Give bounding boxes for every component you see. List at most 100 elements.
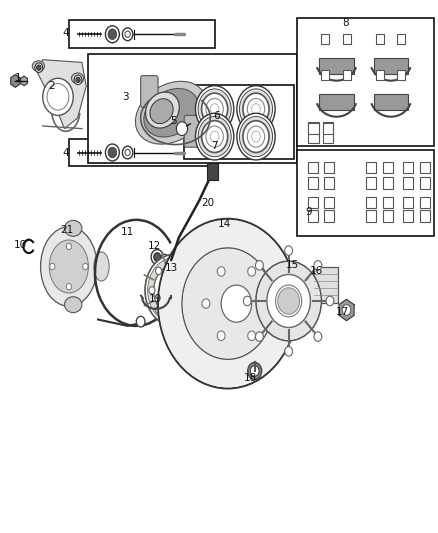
Circle shape <box>218 112 229 124</box>
Circle shape <box>148 257 201 323</box>
Circle shape <box>43 78 73 115</box>
Bar <box>383 161 393 173</box>
Circle shape <box>342 305 351 316</box>
Bar <box>366 211 376 222</box>
Circle shape <box>66 284 71 290</box>
Circle shape <box>154 253 161 261</box>
Circle shape <box>155 267 162 274</box>
Circle shape <box>122 146 133 159</box>
Circle shape <box>314 261 322 270</box>
Circle shape <box>244 296 251 306</box>
Circle shape <box>247 99 265 119</box>
Circle shape <box>106 144 119 161</box>
Bar <box>308 161 318 173</box>
Circle shape <box>198 116 231 157</box>
Bar <box>207 163 218 180</box>
Circle shape <box>159 220 297 387</box>
Circle shape <box>201 120 228 152</box>
Circle shape <box>256 261 321 341</box>
Circle shape <box>257 262 321 340</box>
Circle shape <box>206 99 223 119</box>
Circle shape <box>108 29 117 39</box>
Circle shape <box>195 114 234 160</box>
Polygon shape <box>11 75 20 87</box>
Ellipse shape <box>64 220 82 236</box>
Ellipse shape <box>135 82 207 144</box>
Circle shape <box>217 331 225 341</box>
Bar <box>321 34 329 44</box>
Bar <box>420 211 430 222</box>
Circle shape <box>240 116 272 157</box>
Text: 14: 14 <box>218 219 231 229</box>
Bar <box>308 123 319 134</box>
Circle shape <box>106 26 119 43</box>
Circle shape <box>278 288 300 314</box>
Bar <box>366 177 376 189</box>
Bar <box>323 123 333 134</box>
Text: 17: 17 <box>336 306 349 317</box>
Bar <box>308 122 319 133</box>
Circle shape <box>243 93 269 125</box>
Circle shape <box>83 263 88 270</box>
Ellipse shape <box>32 61 45 71</box>
Circle shape <box>248 331 255 341</box>
Bar <box>397 70 405 80</box>
Ellipse shape <box>94 252 109 281</box>
Ellipse shape <box>71 73 84 84</box>
Circle shape <box>194 287 200 294</box>
Text: 7: 7 <box>212 141 218 151</box>
Circle shape <box>237 86 275 132</box>
Bar <box>88 54 297 163</box>
Circle shape <box>47 84 69 110</box>
Bar <box>324 161 334 173</box>
Bar <box>366 161 376 173</box>
Circle shape <box>201 93 228 125</box>
Bar <box>69 139 215 166</box>
FancyBboxPatch shape <box>184 115 201 147</box>
Bar <box>323 122 333 133</box>
Text: 5: 5 <box>170 116 177 126</box>
Bar <box>69 20 215 48</box>
Bar <box>319 58 354 74</box>
Bar <box>397 34 405 44</box>
Circle shape <box>252 131 260 142</box>
Circle shape <box>210 104 219 114</box>
Bar <box>323 133 333 143</box>
FancyBboxPatch shape <box>141 76 158 108</box>
Circle shape <box>172 259 178 266</box>
Circle shape <box>108 147 117 158</box>
Circle shape <box>198 89 231 129</box>
Text: 1: 1 <box>14 73 21 83</box>
Circle shape <box>195 86 234 132</box>
Text: 3: 3 <box>122 92 129 102</box>
Circle shape <box>248 266 255 276</box>
Circle shape <box>206 126 223 147</box>
Ellipse shape <box>144 88 198 137</box>
Bar <box>403 161 413 173</box>
Circle shape <box>136 317 145 327</box>
Circle shape <box>145 254 204 326</box>
Circle shape <box>247 126 265 147</box>
Circle shape <box>182 248 273 359</box>
Circle shape <box>252 104 260 114</box>
Ellipse shape <box>150 99 173 124</box>
Circle shape <box>162 274 187 306</box>
Text: 10: 10 <box>14 240 27 251</box>
Bar <box>376 34 384 44</box>
Bar <box>383 177 393 189</box>
Circle shape <box>314 332 322 341</box>
Circle shape <box>276 285 302 317</box>
Ellipse shape <box>49 240 88 293</box>
Circle shape <box>122 28 133 41</box>
Bar <box>403 211 413 222</box>
Bar <box>184 85 294 159</box>
Circle shape <box>255 332 263 341</box>
Circle shape <box>221 285 252 322</box>
Circle shape <box>35 63 43 72</box>
Bar <box>308 197 318 208</box>
Bar <box>308 177 318 189</box>
Circle shape <box>76 77 80 83</box>
Text: 4: 4 <box>63 148 69 158</box>
Circle shape <box>202 299 210 309</box>
Bar <box>324 197 334 208</box>
